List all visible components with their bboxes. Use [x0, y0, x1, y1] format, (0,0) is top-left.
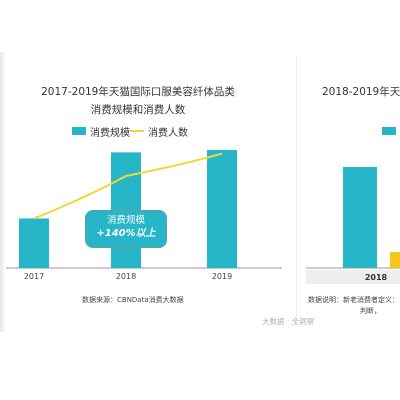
- legend-swatch-bar: [72, 127, 86, 135]
- callout-value: +140%以上: [96, 228, 156, 239]
- bar-2019: [207, 150, 237, 268]
- x-tick-label-2018: 2018: [116, 272, 136, 281]
- right-source-note-line2: 判断，: [360, 307, 381, 315]
- right-x-tick-label-2018: 2018: [365, 273, 388, 282]
- right-axis-band: [306, 270, 400, 284]
- right-bar-2018: [343, 167, 377, 268]
- bar-2017: [19, 218, 49, 268]
- left-chart-title-line2: 消费规模和消费人数: [90, 104, 186, 116]
- left-source-note: 数据来源：CBNData消费大数据: [82, 296, 184, 304]
- legend-item-line: 消费人数: [130, 125, 188, 139]
- x-tick-label-2019: 2019: [212, 272, 232, 281]
- legend-label-line: 消费人数: [148, 127, 188, 139]
- right-chart-title: 2018-2019年天: [322, 86, 400, 98]
- watermark: 大数据 · 全洞察: [262, 317, 315, 326]
- legend-label-bar: 消费规模: [90, 127, 130, 139]
- legend-swatch-line: [130, 130, 144, 132]
- growth-callout: 消费规模 +140%以上: [85, 210, 167, 248]
- right-legend-item: 新: [382, 125, 400, 137]
- right-bar-secondary: [390, 252, 400, 268]
- callout-label: 消费规模: [106, 215, 145, 226]
- line-consumers: [33, 152, 223, 220]
- right-source-note-line1: 数据说明：新老消费者定义：以: [308, 296, 400, 304]
- right-legend-swatch: [382, 127, 396, 135]
- legend-item-bar: 消费规模: [72, 125, 130, 139]
- slide-edge-shadow: [0, 52, 6, 332]
- panel-divider: [296, 55, 297, 320]
- x-tick-label-2017: 2017: [24, 272, 44, 281]
- left-chart-title-line1: 2017-2019年天猫国际口服美容纤体品类: [41, 86, 235, 98]
